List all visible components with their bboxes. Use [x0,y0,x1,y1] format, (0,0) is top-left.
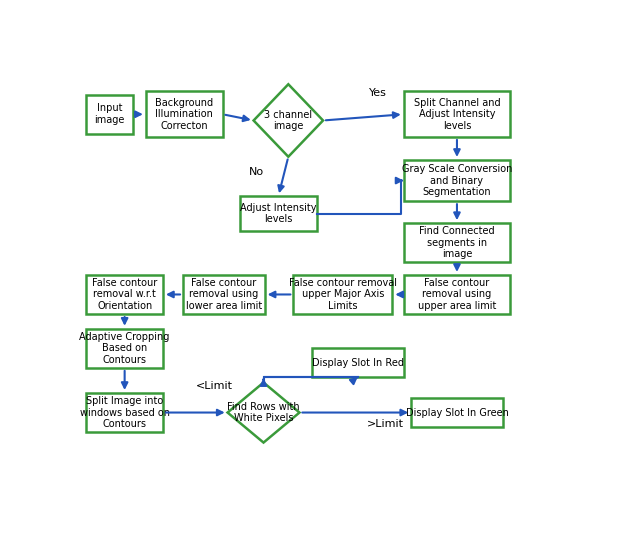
FancyBboxPatch shape [404,223,510,263]
Text: Display Slot In Green: Display Slot In Green [406,408,508,417]
Text: Split Image into
windows based on
Contours: Split Image into windows based on Contou… [79,396,170,429]
FancyBboxPatch shape [240,196,317,231]
FancyBboxPatch shape [404,91,510,137]
Text: 3 channel
image: 3 channel image [264,110,312,131]
FancyBboxPatch shape [86,95,133,134]
FancyBboxPatch shape [312,348,404,377]
Text: Background
Illumination
Correcton: Background Illumination Correcton [155,98,213,131]
FancyBboxPatch shape [86,275,163,314]
Text: <Limit: <Limit [195,380,232,391]
FancyBboxPatch shape [411,398,503,427]
Text: Input
image: Input image [95,103,125,125]
Text: Adjust Intensity
levels: Adjust Intensity levels [240,203,317,224]
Text: False contour
removal using
upper area limit: False contour removal using upper area l… [418,278,496,311]
Text: Adaptive Cropping
Based on
Contours: Adaptive Cropping Based on Contours [79,332,170,365]
Text: Yes: Yes [369,88,387,98]
Text: No: No [248,167,264,177]
Text: False contour
removal w.r.t
Orientation: False contour removal w.r.t Orientation [92,278,157,311]
FancyBboxPatch shape [86,393,163,432]
FancyBboxPatch shape [293,275,392,314]
Text: False contour
removal using
lower area limit: False contour removal using lower area l… [186,278,262,311]
FancyBboxPatch shape [404,160,510,201]
Text: False contour removal
upper Major Axis
Limits: False contour removal upper Major Axis L… [289,278,397,311]
Text: Display Slot In Red: Display Slot In Red [312,358,404,368]
Text: Gray Scale Conversion
and Binary
Segmentation: Gray Scale Conversion and Binary Segment… [402,164,512,197]
Text: Find Connected
segments in
image: Find Connected segments in image [419,226,495,259]
FancyBboxPatch shape [404,275,510,314]
Text: Find Rows with
White Pixels: Find Rows with White Pixels [227,402,300,423]
FancyBboxPatch shape [183,275,265,314]
FancyBboxPatch shape [146,91,223,137]
Text: Split Channel and
Adjust Intensity
levels: Split Channel and Adjust Intensity level… [413,98,500,131]
Polygon shape [228,383,300,443]
FancyBboxPatch shape [86,329,163,368]
Text: >Limit: >Limit [367,419,404,429]
Polygon shape [253,84,323,157]
